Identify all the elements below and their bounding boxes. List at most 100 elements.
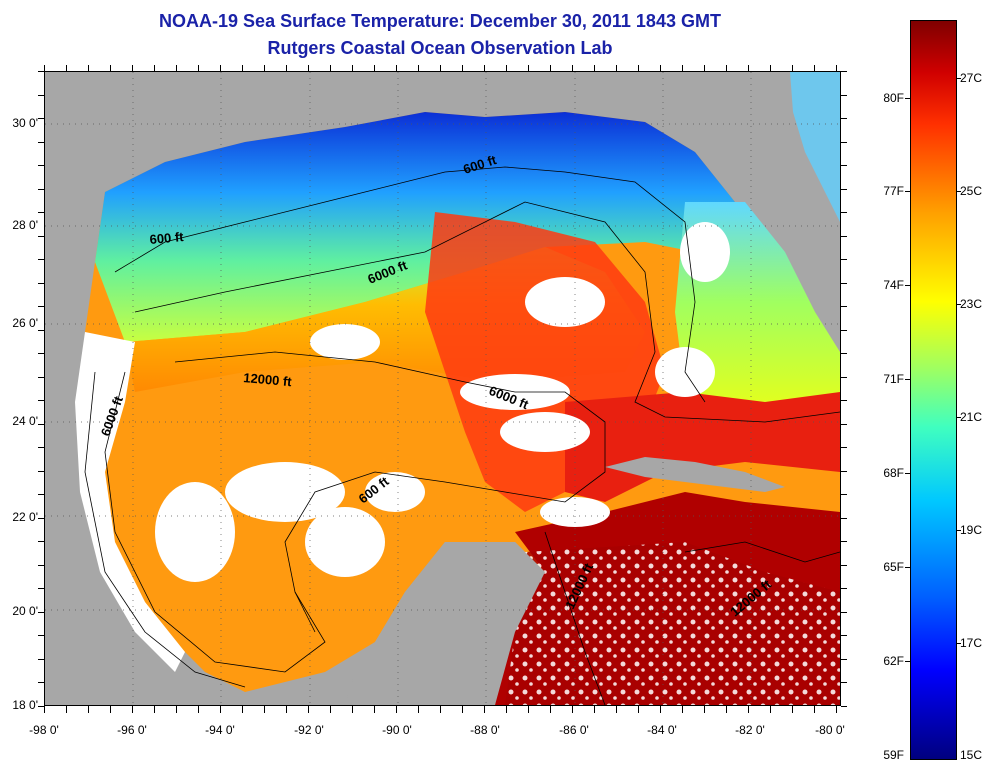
colorbar-fahrenheit-label: 65F <box>883 560 904 574</box>
axis-tick <box>550 706 551 713</box>
axis-tick <box>418 706 419 713</box>
colorbar-celsius-label: 15C <box>960 748 983 762</box>
axis-tick <box>374 706 375 713</box>
axis-tick <box>38 565 44 566</box>
axis-tick <box>616 65 617 71</box>
axis-tick <box>38 706 44 707</box>
axis-tick <box>38 377 44 378</box>
axis-tick <box>38 306 44 307</box>
colorbar-fahrenheit-label: 62F <box>883 654 904 668</box>
axis-tick <box>110 65 111 71</box>
graticule <box>45 72 840 705</box>
axis-tick <box>528 706 529 713</box>
axis-tick <box>814 65 815 71</box>
x-tick-label: -98 0' <box>29 723 59 737</box>
axis-tick <box>462 65 463 71</box>
axis-tick <box>484 65 485 71</box>
axis-tick <box>682 706 683 713</box>
axis-tick <box>905 473 910 474</box>
axis-tick <box>660 65 661 71</box>
axis-tick <box>905 98 910 99</box>
axis-tick <box>220 706 221 713</box>
axis-tick <box>841 447 847 448</box>
axis-tick <box>198 706 199 713</box>
colorbar-celsius-label: 25C <box>960 184 983 198</box>
axis-tick <box>841 71 847 72</box>
axis-tick <box>242 706 243 713</box>
axis-tick <box>38 447 44 448</box>
axis-tick <box>352 65 353 71</box>
axis-tick <box>264 706 265 713</box>
axis-tick <box>594 65 595 71</box>
axis-tick <box>418 65 419 71</box>
axis-tick <box>841 283 847 284</box>
y-tick-label: 26 0' <box>12 316 38 330</box>
axis-tick <box>66 706 67 713</box>
y-tick-label: 24 0' <box>12 414 38 428</box>
colorbar-celsius-label: 27C <box>960 71 983 85</box>
axis-tick <box>770 65 771 71</box>
axis-tick <box>286 65 287 71</box>
axis-tick <box>841 306 847 307</box>
axis-tick <box>792 65 793 71</box>
axis-tick <box>616 706 617 713</box>
axis-tick <box>956 191 961 192</box>
axis-tick <box>956 78 961 79</box>
axis-tick <box>38 142 44 143</box>
axis-tick <box>726 706 727 713</box>
colorbar-fahrenheit-label: 68F <box>883 466 904 480</box>
x-tick-label: -84 0' <box>647 723 677 737</box>
axis-tick <box>38 494 44 495</box>
colorbar-fahrenheit-label: 80F <box>883 91 904 105</box>
axis-tick <box>638 706 639 713</box>
axis-tick <box>264 65 265 71</box>
axis-tick <box>176 706 177 713</box>
axis-tick <box>841 142 847 143</box>
colorbar-fahrenheit-label: 77F <box>883 184 904 198</box>
axis-tick <box>594 706 595 713</box>
colorbar-fahrenheit-label: 59F <box>883 748 904 762</box>
axis-tick <box>88 65 89 71</box>
axis-tick <box>396 65 397 71</box>
axis-tick <box>748 706 749 713</box>
axis-tick <box>572 65 573 71</box>
axis-tick <box>682 65 683 71</box>
x-tick-label: -82 0' <box>735 723 765 737</box>
y-tick-label: 28 0' <box>12 218 38 232</box>
axis-tick <box>841 353 847 354</box>
axis-tick <box>38 518 44 519</box>
axis-tick <box>198 65 199 71</box>
x-tick-label: -88 0' <box>470 723 500 737</box>
map-canvas: 600 ft 600 ft 6000 ft 12000 ft 6000 ft 6… <box>45 72 840 705</box>
axis-tick <box>704 706 705 713</box>
western-clouds <box>75 332 185 672</box>
axis-tick <box>330 65 331 71</box>
axis-tick <box>841 494 847 495</box>
cuba-land <box>605 457 785 492</box>
axis-tick <box>38 71 44 72</box>
axis-tick <box>905 191 910 192</box>
axis-tick <box>841 659 847 660</box>
axis-tick <box>956 530 961 531</box>
axis-tick <box>841 471 847 472</box>
map-subtitle: Rutgers Coastal Ocean Observation Lab <box>267 38 613 58</box>
axis-tick <box>132 706 133 713</box>
axis-tick <box>44 65 45 71</box>
axis-tick <box>440 65 441 71</box>
axis-tick <box>88 706 89 713</box>
axis-tick <box>154 65 155 71</box>
axis-tick <box>748 65 749 71</box>
axis-tick <box>841 118 847 119</box>
axis-tick <box>841 165 847 166</box>
axis-tick <box>792 706 793 713</box>
axis-tick <box>352 706 353 713</box>
axis-tick <box>38 165 44 166</box>
colorbar-fahrenheit-label: 71F <box>883 372 904 386</box>
axis-tick <box>66 65 67 71</box>
axis-tick <box>841 541 847 542</box>
axis-tick <box>38 471 44 472</box>
axis-tick <box>38 612 44 613</box>
colorbar-celsius-label: 21C <box>960 410 983 424</box>
contour-label: 600 ft <box>149 229 185 247</box>
contour-label: 12000 ft <box>243 370 293 389</box>
